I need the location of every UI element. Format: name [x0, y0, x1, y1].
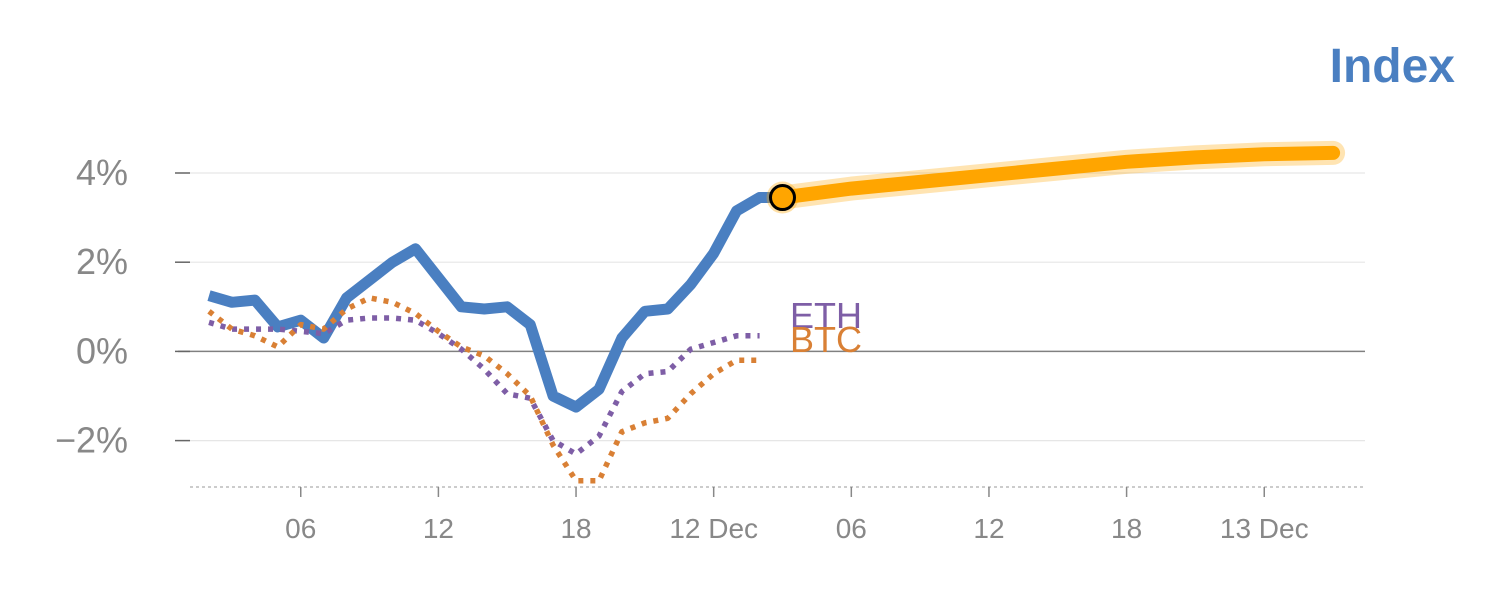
- y-tick-label: −2%: [55, 420, 128, 461]
- x-tick-label: 06: [836, 513, 867, 544]
- current-value-marker: [769, 184, 796, 212]
- series-line-index: [207, 192, 783, 413]
- chart-title: Index: [1330, 40, 1456, 93]
- grid-lines: [178, 172, 1365, 442]
- x-tick-label: 18: [1111, 513, 1142, 544]
- series-label-eth: ETH: [790, 295, 862, 336]
- series-line-btc: [207, 295, 760, 484]
- series-line-eth: [208, 315, 760, 457]
- y-tick-label: 4%: [76, 152, 128, 193]
- x-tick-label: 13 Dec: [1220, 513, 1309, 544]
- x-tick-label: 18: [560, 513, 591, 544]
- series: [207, 140, 1346, 484]
- y-tick-label: 0%: [76, 330, 128, 371]
- x-tick-label: 12: [973, 513, 1004, 544]
- x-tick-label: 06: [285, 513, 316, 544]
- y-tick-label: 2%: [76, 241, 128, 282]
- series-label-btc: BTC: [790, 319, 862, 360]
- axes: [175, 172, 1365, 497]
- x-tick-label: 12 Dec: [669, 513, 758, 544]
- x-tick-label: 12: [423, 513, 454, 544]
- series-line-forecast: [775, 145, 1341, 205]
